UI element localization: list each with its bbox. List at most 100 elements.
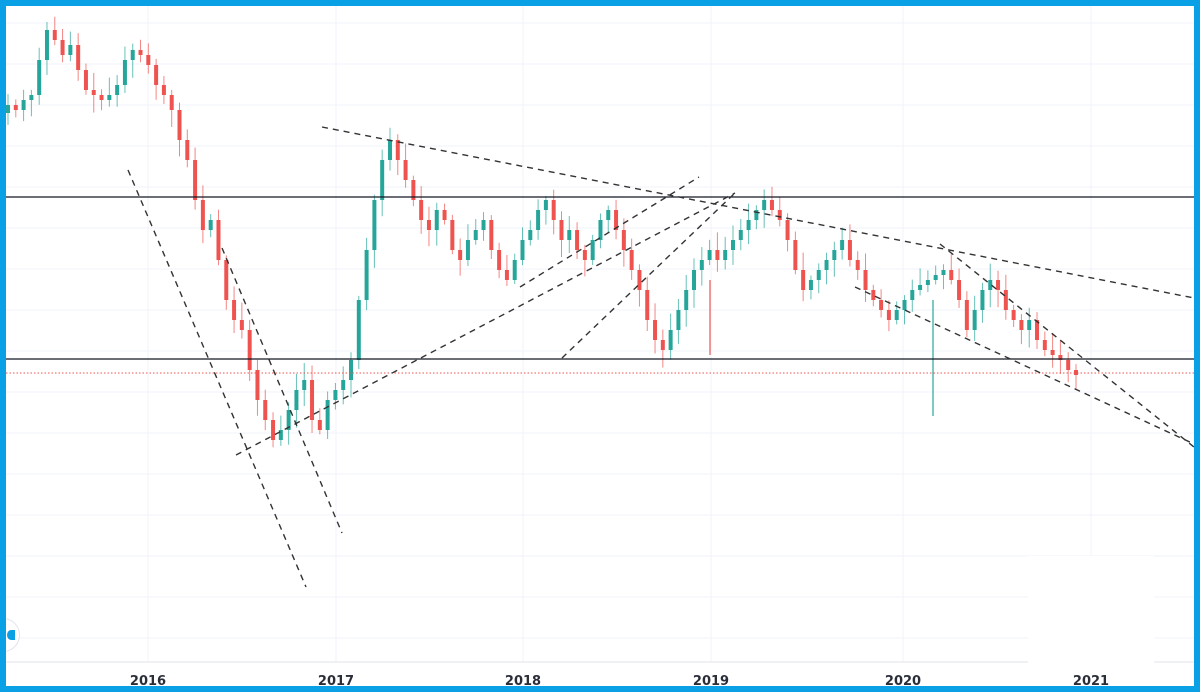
candle-body: [52, 30, 57, 40]
candle-body: [590, 240, 595, 260]
candle-body: [1074, 370, 1078, 375]
candle-body: [676, 310, 681, 330]
candle-body: [949, 270, 954, 280]
2018-channel-lower-trendline[interactable]: [561, 192, 736, 359]
candle-body: [614, 210, 619, 230]
candle-body: [559, 220, 564, 240]
2017-2021-descending-top-trendline[interactable]: [321, 126, 1194, 299]
candle-body: [60, 40, 65, 55]
2020-wedge-lower-trendline[interactable]: [854, 286, 1194, 445]
candle-body: [380, 160, 385, 200]
candle-body: [785, 220, 790, 240]
candle-body: [161, 85, 166, 95]
candle-body: [130, 50, 135, 60]
candle-body: [310, 380, 315, 420]
candle-body: [894, 310, 899, 320]
candle-body: [1011, 310, 1016, 320]
candle-body: [754, 210, 759, 220]
candle-body: [325, 400, 330, 430]
candle-body: [801, 270, 806, 290]
candle-body: [21, 100, 26, 110]
candle-body: [426, 220, 431, 230]
candle-body: [395, 140, 400, 160]
candle-body: [504, 270, 509, 280]
2020-wedge-upper-trendline[interactable]: [939, 243, 1194, 448]
candle-body: [138, 50, 143, 55]
candle-body: [793, 240, 798, 270]
candle-body: [536, 210, 541, 230]
candle-body: [216, 220, 221, 260]
candle-body: [645, 290, 650, 320]
candle-body: [1058, 355, 1063, 360]
2016-decline-channel-outer-trendline[interactable]: [127, 169, 307, 588]
candle-body: [247, 330, 252, 370]
candle-body: [707, 250, 712, 260]
candle-body: [762, 200, 767, 210]
candle-body: [411, 180, 416, 200]
candle-body: [582, 250, 587, 260]
candle-body: [349, 360, 354, 380]
candle-body: [115, 85, 120, 95]
candle-body: [629, 250, 634, 270]
candle-body: [746, 220, 751, 230]
candle-body: [208, 220, 213, 230]
candle-body: [177, 110, 182, 140]
candle-body: [637, 270, 642, 290]
candle-body: [777, 210, 782, 220]
candle-body: [964, 300, 969, 330]
candle-body: [278, 430, 283, 440]
2018-channel-upper-trendline[interactable]: [519, 176, 700, 288]
candle-body: [996, 280, 1001, 290]
candle-body: [107, 95, 112, 100]
candle-body: [902, 300, 907, 310]
x-tick-label: 2019: [692, 674, 730, 689]
candle-body: [1050, 350, 1055, 355]
2016-bottom-rising-trendline[interactable]: [235, 192, 736, 456]
candle-body: [910, 290, 915, 300]
candle-body: [6, 105, 10, 113]
x-tick-label: 2021: [1072, 674, 1110, 689]
candle-body: [871, 290, 876, 300]
candle-body: [450, 220, 455, 250]
candle-body: [918, 285, 923, 290]
candle-body: [668, 330, 673, 350]
candle-body: [1019, 320, 1024, 330]
candle-body: [653, 320, 658, 340]
candle-body: [29, 95, 34, 100]
candle-body: [543, 200, 548, 210]
candle-body: [738, 230, 743, 240]
candle-body: [980, 290, 985, 310]
candle-body: [957, 280, 962, 300]
candle-body: [925, 280, 930, 285]
candle-body: [863, 270, 868, 290]
candle-body: [606, 210, 611, 220]
candle-body: [364, 250, 369, 300]
candle-body: [302, 380, 307, 390]
candle-body: [37, 60, 42, 95]
candle-body: [372, 200, 377, 250]
candle-body: [1003, 290, 1008, 310]
candle-body: [99, 95, 104, 100]
candle-body: [473, 230, 478, 240]
2016-decline-channel-inner-trendline[interactable]: [221, 247, 343, 534]
candle-body: [200, 200, 205, 230]
candle-body: [76, 45, 81, 70]
candle-body: [489, 220, 494, 250]
chart-overlay-mask: [1028, 556, 1154, 668]
candle-body: [699, 260, 704, 270]
candle-body: [551, 200, 556, 220]
candle-body: [193, 160, 198, 200]
candle-body: [567, 230, 572, 240]
candle-body: [684, 290, 689, 310]
x-tick-label: 2016: [129, 674, 167, 689]
candle-body: [91, 90, 96, 95]
candle-body: [497, 250, 502, 270]
candle-body: [972, 310, 977, 330]
candle-body: [239, 320, 244, 330]
candle-body: [988, 280, 993, 290]
arrow-icon: [7, 630, 15, 640]
x-tick-label: 2020: [884, 674, 922, 689]
candle-body: [83, 70, 88, 90]
